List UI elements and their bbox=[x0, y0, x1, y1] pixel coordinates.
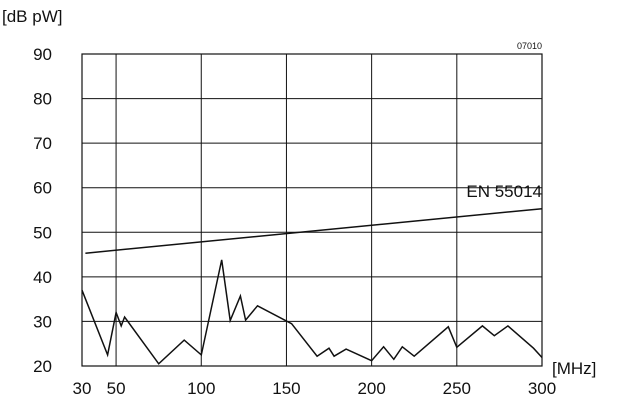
y-tick-label-70: 70 bbox=[33, 134, 52, 153]
plot-frame bbox=[81, 53, 543, 367]
x-tick-label-150: 150 bbox=[272, 379, 300, 398]
y-tick-label-20: 20 bbox=[33, 357, 52, 376]
x-tick-label-200: 200 bbox=[357, 379, 385, 398]
y-tick-label-40: 40 bbox=[33, 268, 52, 287]
y-tick-label-60: 60 bbox=[33, 179, 52, 198]
tick-labels: 20 30 40 50 60 70 80 90 30 50 100 150 200 250 300 bbox=[33, 45, 556, 398]
y-tick-label-50: 50 bbox=[33, 223, 52, 242]
x-tick-label-50: 50 bbox=[107, 379, 126, 398]
x-tick-label-300: 300 bbox=[528, 379, 556, 398]
series-group: EN 55014 bbox=[81, 182, 543, 365]
x-axis-label: [MHz] bbox=[552, 359, 596, 378]
y-axis-label: [dB pW] bbox=[2, 7, 62, 26]
y-tick-label-80: 80 bbox=[33, 90, 52, 109]
figure-code: 07010 bbox=[517, 41, 542, 51]
series-line-limit bbox=[85, 207, 543, 254]
x-tick-label-30: 30 bbox=[73, 379, 92, 398]
x-tick-label-100: 100 bbox=[187, 379, 215, 398]
series-label-limit: EN 55014 bbox=[466, 182, 542, 201]
series-line-measurement bbox=[81, 259, 543, 365]
y-tick-label-30: 30 bbox=[33, 312, 52, 331]
grid bbox=[81, 53, 543, 367]
x-tick-label-250: 250 bbox=[443, 379, 471, 398]
y-tick-label-90: 90 bbox=[33, 45, 52, 64]
